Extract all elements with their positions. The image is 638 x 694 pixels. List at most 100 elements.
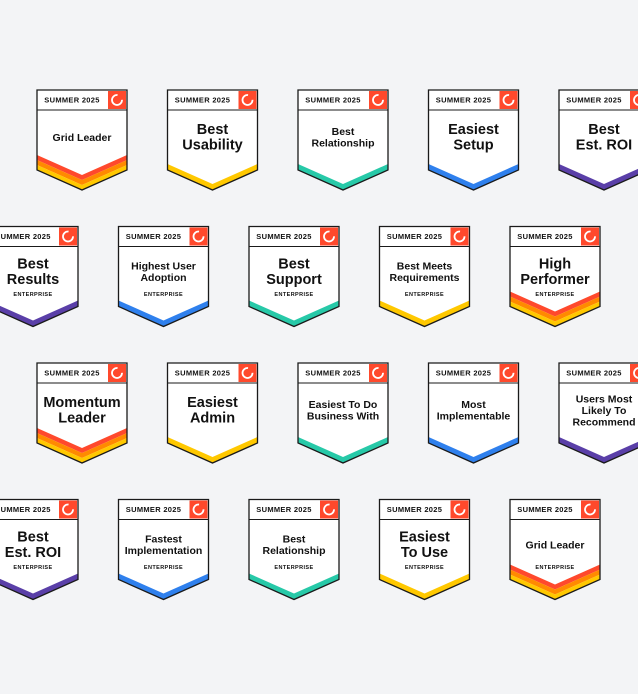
badge-season: SUMMER 2025 <box>566 95 621 104</box>
badge-title: Best Meets <box>397 261 453 273</box>
badge-stripe <box>37 155 127 180</box>
badge-title: Est. ROI <box>576 138 632 154</box>
badge-title: Setup <box>453 138 493 154</box>
badge-stripe <box>510 296 600 322</box>
g2-logo <box>189 500 208 519</box>
badge-stripe <box>37 160 127 185</box>
g2-logo <box>581 500 599 519</box>
badge-body <box>249 226 339 327</box>
badge-stripe <box>510 291 600 317</box>
badge-segment: ENTERPRISE <box>405 292 444 298</box>
badge-season: SUMMER 2025 <box>0 505 51 514</box>
badge-body <box>167 363 258 463</box>
g2-logo-mark <box>453 503 466 516</box>
g2-logo-mark <box>241 367 254 379</box>
badge-title: Relationship <box>262 545 325 557</box>
badge-season: SUMMER 2025 <box>566 368 621 377</box>
g2-logo-mark <box>111 94 123 106</box>
g2-logo <box>320 227 338 246</box>
badge-stripe <box>510 564 600 590</box>
badge-stripe <box>298 164 388 190</box>
badge-season: SUMMER 2025 <box>305 95 360 104</box>
g2-logo <box>238 91 257 109</box>
badge-season: SUMMER 2025 <box>175 95 230 104</box>
g2-logo-mark <box>633 367 638 379</box>
badge-title: Likely To <box>582 405 627 417</box>
g2-logo <box>59 227 77 246</box>
badge-season: SUMMER 2025 <box>305 368 360 377</box>
badge-segment: ENTERPRISE <box>144 292 183 298</box>
badge-outline <box>0 498 79 601</box>
badge-season: SUMMER 2025 <box>387 505 442 514</box>
g2-logo <box>499 364 518 382</box>
badge-title: Admin <box>190 411 235 427</box>
badge-segment: ENTERPRISE <box>13 292 52 298</box>
badge-body <box>118 499 209 600</box>
badge-season: SUMMER 2025 <box>256 232 311 241</box>
badge-title: Best <box>17 257 49 273</box>
badge-outline <box>509 225 601 328</box>
badge-body <box>0 499 78 600</box>
badge-body <box>298 363 388 463</box>
badge-segment: ENTERPRISE <box>405 565 444 571</box>
badge-season: SUMMER 2025 <box>44 95 99 104</box>
badge-title: Requirements <box>389 272 459 284</box>
badge-outline <box>378 225 471 328</box>
g2-logo-mark <box>584 230 596 243</box>
badge-title: Relationship <box>311 138 374 150</box>
badge-stripe <box>37 428 127 453</box>
badge-season: SUMMER 2025 <box>0 232 51 241</box>
badge-title: Results <box>7 272 59 288</box>
badge-body <box>379 226 470 327</box>
g2-logo <box>189 227 208 246</box>
badge-title: Est. ROI <box>5 545 61 561</box>
g2-logo-mark <box>372 367 384 379</box>
badge-stripe <box>379 300 470 327</box>
badge-title: High <box>539 257 571 273</box>
badge-title: Grid Leader <box>53 132 112 144</box>
badge-outline <box>297 362 389 464</box>
g2-logo-mark <box>62 503 74 516</box>
badge-title: Best <box>588 122 620 138</box>
g2-logo-mark <box>372 94 384 106</box>
badge-outline <box>117 498 210 601</box>
g2-logo <box>108 364 126 382</box>
g2-logo <box>581 227 599 246</box>
badge-season: SUMMER 2025 <box>436 368 491 377</box>
badge-title: Most <box>461 399 486 411</box>
badge-segment: ENTERPRISE <box>13 565 52 571</box>
badge-body <box>249 499 339 600</box>
badge-outline <box>248 498 340 601</box>
badge-season: SUMMER 2025 <box>126 505 181 514</box>
badge: SUMMER 2025 Grid Leader <box>36 89 128 191</box>
badge-title: Easiest To Do <box>309 399 378 411</box>
badge-title: Usability <box>182 138 242 154</box>
badge-segment: ENTERPRISE <box>144 565 183 571</box>
g2-logo-mark <box>502 367 515 379</box>
badge-title: Leader <box>58 411 106 427</box>
badge-segment: ENTERPRISE <box>274 292 313 298</box>
badge-outline <box>297 89 389 191</box>
g2-logo-mark <box>323 503 335 516</box>
badge-stripe <box>249 573 339 600</box>
badge-title: Best <box>278 257 310 273</box>
badge-outline <box>558 89 638 191</box>
badge-season: SUMMER 2025 <box>256 505 311 514</box>
badge-segment: ENTERPRISE <box>274 565 313 571</box>
badge-title: Momentum <box>43 395 120 411</box>
badge-title: Best <box>332 126 355 138</box>
badge-stripe <box>118 573 209 600</box>
badge-outline <box>166 89 259 191</box>
badge-title: Easiest <box>187 395 238 411</box>
badge-outline <box>166 362 259 464</box>
badge-title: Support <box>266 272 322 288</box>
badge-title: To Use <box>401 545 448 561</box>
badge-outline <box>0 225 79 328</box>
g2-logo <box>320 500 338 519</box>
